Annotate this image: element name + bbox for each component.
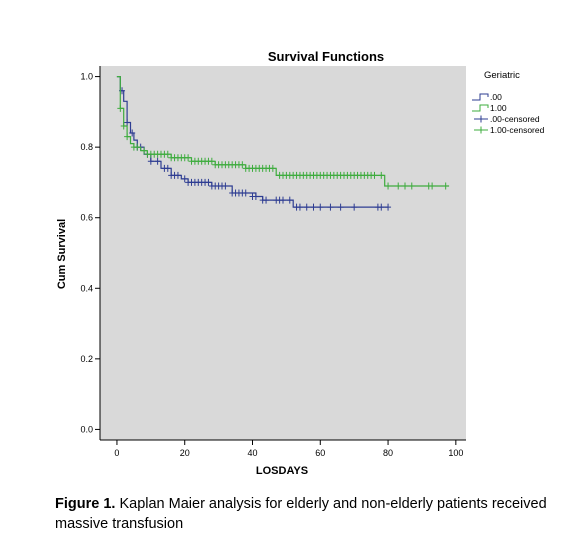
x-tick-label: 0	[114, 448, 119, 458]
censored-mark	[222, 182, 229, 190]
censored-mark	[242, 189, 249, 197]
y-tick-label: 0.8	[80, 142, 93, 152]
censored-mark	[117, 104, 124, 112]
x-tick-label: 100	[448, 448, 463, 458]
censored-mark	[385, 182, 392, 190]
censored-mark	[296, 203, 303, 211]
censored-mark	[327, 203, 334, 211]
y-tick-label: 0.6	[80, 213, 93, 223]
censored-mark	[371, 171, 378, 179]
censored-mark	[303, 203, 310, 211]
censored-mark	[208, 157, 215, 165]
survival-curves	[116, 76, 450, 211]
censored-mark	[442, 182, 449, 190]
y-tick-label: 0.0	[80, 424, 93, 434]
censored-mark	[408, 182, 415, 190]
censored-mark	[205, 178, 212, 186]
censored-mark	[154, 157, 161, 165]
censored-mark	[263, 196, 270, 204]
censored-mark	[164, 150, 171, 158]
censored-mark	[395, 182, 402, 190]
legend-entry-label: 1.00	[490, 103, 507, 113]
caption-label: Figure 1.	[55, 496, 116, 512]
censored-mark	[317, 203, 324, 211]
y-tick-label: 1.0	[80, 72, 93, 82]
censored-mark	[378, 171, 385, 179]
legend: Geriatric .001.00.00-censored1.00-censor…	[472, 70, 545, 135]
caption-text: Kaplan Maier analysis for elderly and no…	[55, 496, 547, 532]
y-axis-label: Cum Survival	[56, 219, 68, 289]
censored-mark	[351, 203, 358, 211]
censored-mark	[239, 161, 246, 169]
censored-mark	[124, 133, 131, 141]
censored-mark	[385, 203, 392, 211]
censored-mark	[174, 171, 181, 179]
legend-step-swatch	[472, 104, 489, 112]
censored-mark	[185, 154, 192, 162]
x-axis-label: LOSDAYS	[256, 465, 308, 477]
censored-mark	[181, 175, 188, 183]
censored-mark	[402, 182, 408, 190]
censored-mark	[310, 203, 317, 211]
legend-step-swatch	[472, 93, 489, 101]
censored-mark	[252, 193, 259, 201]
censored-mark	[269, 164, 276, 172]
censored-mark	[429, 182, 436, 190]
censored-mark	[164, 164, 171, 172]
axes: 0.0 0.2 0.4 0.6 0.8 1.0 0 20 40 60 80 100	[80, 66, 466, 458]
x-tick-label: 60	[315, 448, 325, 458]
x-tick-label: 80	[383, 448, 393, 458]
plot-background	[100, 66, 466, 440]
legend-title: Geriatric	[484, 70, 520, 81]
censored-mark	[124, 118, 131, 126]
x-tick-label: 40	[247, 448, 257, 458]
chart-title: Survival Functions	[268, 49, 384, 64]
censored-mark	[141, 147, 148, 155]
y-tick-label: 0.4	[80, 283, 93, 293]
censored-mark	[286, 196, 293, 204]
legend-censored-swatch	[474, 115, 488, 123]
censored-mark	[337, 203, 344, 211]
y-tick-label: 0.2	[80, 354, 93, 364]
legend-entry-label: 1.00-censored	[490, 125, 545, 135]
x-tick-label: 20	[180, 448, 190, 458]
legend-entry-label: .00-censored	[490, 114, 540, 124]
censored-mark	[378, 203, 385, 211]
censored-mark	[147, 157, 154, 165]
censored-mark	[280, 196, 286, 204]
censored-mark	[129, 129, 136, 137]
legend-entry-label: .00	[490, 92, 502, 102]
legend-censored-swatch	[474, 126, 488, 134]
figure-caption: Figure 1. Kaplan Maier analysis for elde…	[55, 494, 555, 534]
censored-mark	[120, 122, 127, 130]
censored-mark	[134, 143, 141, 151]
